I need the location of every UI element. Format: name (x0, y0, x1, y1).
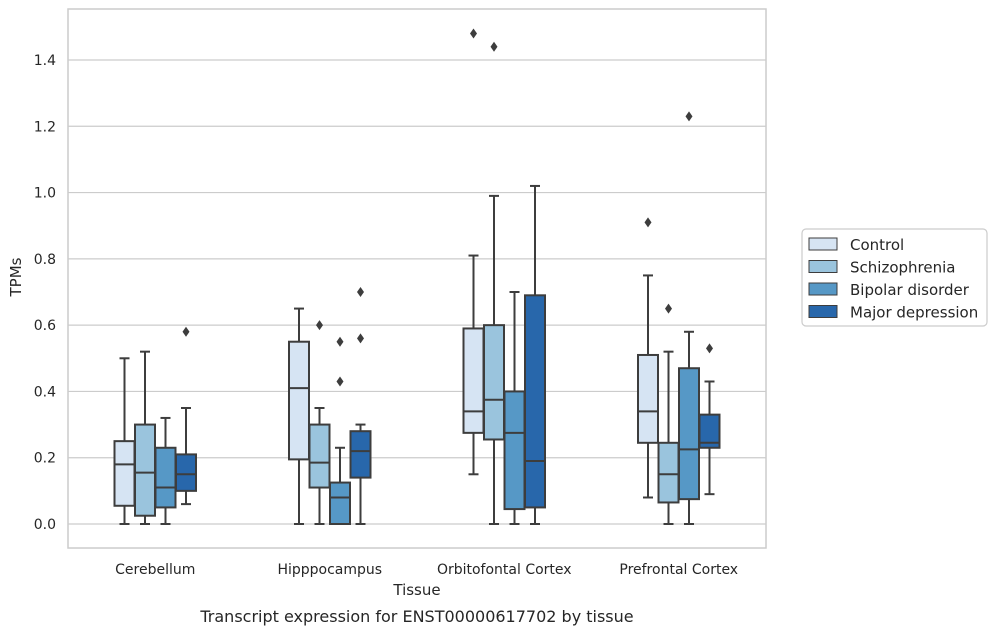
legend-swatch (808, 260, 838, 273)
legend-swatch (808, 282, 838, 296)
box (308, 423, 331, 489)
box (483, 324, 505, 441)
outlier-point (665, 303, 672, 314)
legend-label: Major depression (850, 304, 978, 322)
legend-label: Schizophrenia (850, 259, 955, 277)
box-group (462, 28, 485, 476)
y-tick-label: 0.2 (34, 451, 56, 467)
box (329, 481, 351, 526)
box-group (175, 326, 197, 506)
box-group (678, 111, 700, 525)
y-tick-label: 1.4 (34, 53, 56, 69)
box (134, 423, 156, 517)
box (349, 430, 372, 479)
outlier-point (357, 287, 364, 297)
outlier-point (182, 326, 190, 337)
box-group (288, 307, 310, 525)
box (698, 413, 721, 449)
y-tick-label: 0.4 (34, 384, 56, 400)
box-group (637, 217, 659, 499)
legend-frame (801, 228, 988, 327)
x-axis-label: Tissue (392, 581, 440, 599)
box-group (154, 416, 177, 525)
y-tick-label: 1.0 (34, 186, 56, 202)
box (678, 367, 700, 501)
y-axis-label: TPMs (7, 257, 25, 297)
y-tick-label: 0.8 (34, 252, 56, 268)
box-group (134, 350, 156, 525)
box (113, 440, 136, 507)
x-tick-labels: Cerebellum Hipppocampus Orbitofontal Corte… (115, 562, 738, 578)
box (462, 327, 485, 434)
outlier-point (706, 343, 713, 354)
y-tick-labels: 0.0 0.2 0.4 0.6 0.8 1.0 1.2 1.4 (34, 53, 56, 533)
legend-label: Bipolar disorder (850, 281, 970, 299)
legend: Control Schizophrenia Bipolar disorder Majo… (801, 228, 988, 327)
box (288, 340, 310, 461)
x-tick-label: Orbitofontal Cortex (437, 562, 572, 578)
outlier-point (336, 336, 344, 347)
legend-swatch (808, 237, 838, 251)
box (657, 441, 680, 504)
outlier-point (470, 28, 477, 39)
x-tick-label: Cerebellum (115, 562, 195, 578)
box (503, 390, 526, 511)
outlier-point (685, 111, 693, 122)
y-tick-label: 1.2 (34, 119, 56, 135)
legend-label: Control (850, 236, 904, 254)
outlier-point (490, 41, 498, 52)
box (637, 353, 659, 444)
x-tick-label: Prefrontal Cortex (619, 562, 738, 578)
outlier-point (336, 376, 344, 387)
box-group (657, 303, 680, 525)
legend-swatch (808, 305, 838, 318)
box-group (524, 184, 546, 525)
plot-frame (67, 8, 767, 549)
box (524, 294, 546, 509)
plot-boxes (113, 28, 721, 526)
box-group (308, 320, 331, 525)
outlier-point (316, 320, 323, 331)
outlier-point (644, 217, 652, 228)
outlier-point (357, 333, 364, 344)
box-group (483, 41, 505, 525)
box-group (113, 357, 136, 525)
y-tick-label: 0.0 (34, 517, 56, 533)
x-tick-label: Hipppocampus (277, 562, 382, 578)
box-group (698, 343, 721, 496)
box-group (503, 291, 526, 525)
box (175, 453, 197, 492)
y-tick-label: 0.6 (34, 318, 56, 334)
box-group (329, 336, 351, 526)
chart-caption: Transcript expression for ENST0000061770… (199, 607, 633, 626)
box (154, 446, 177, 509)
box-group (349, 287, 372, 525)
